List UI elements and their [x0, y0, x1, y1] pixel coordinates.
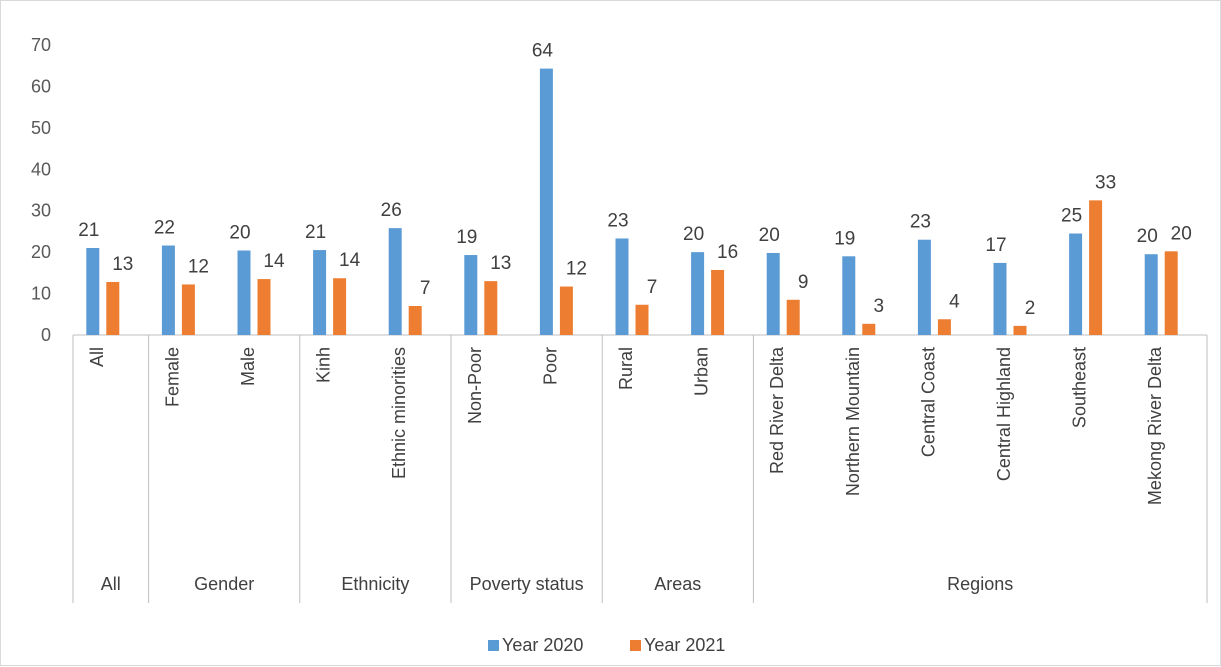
data-label-2020: 25	[1061, 206, 1082, 227]
category-label: Kinh	[314, 347, 334, 383]
data-label-2020: 21	[305, 222, 326, 243]
bar-year-2020	[313, 250, 327, 335]
y-tick-label: 60	[31, 76, 51, 96]
category-label: Female	[162, 347, 182, 407]
bar-year-2020	[388, 228, 402, 335]
bar-year-2020	[539, 68, 553, 335]
category-label: Central Coast	[918, 347, 938, 457]
bars-layer	[86, 68, 1178, 335]
data-label-2020: 17	[985, 235, 1006, 256]
data-label-2020: 19	[834, 228, 855, 249]
category-label: Central Highland	[994, 347, 1014, 481]
category-label: Urban	[692, 347, 712, 396]
bar-year-2021	[635, 304, 649, 335]
bar-year-2021	[711, 269, 725, 335]
data-label-2021: 7	[647, 277, 658, 298]
y-tick-label: 0	[41, 325, 51, 345]
data-label-2020: 23	[910, 212, 931, 233]
bar-year-2021	[862, 323, 876, 335]
y-tick-label: 50	[31, 118, 51, 138]
data-label-2020: 20	[683, 224, 704, 245]
bar-year-2021	[257, 279, 271, 335]
bar-year-2020	[464, 255, 478, 335]
category-label: Male	[238, 347, 258, 386]
bar-year-2021	[333, 278, 347, 335]
data-label-2021: 7	[420, 278, 431, 299]
data-label-2021: 33	[1095, 172, 1116, 193]
bar-year-2020	[691, 252, 705, 335]
legend: Year 2020 Year 2021	[488, 635, 725, 655]
y-tick-label: 10	[31, 284, 51, 304]
legend-swatch	[630, 640, 641, 651]
data-label-2020: 21	[78, 220, 99, 241]
category-label: All	[87, 347, 107, 367]
bar-year-2020	[766, 252, 780, 335]
group-label: Ethnicity	[341, 574, 409, 594]
data-label-2020: 64	[532, 41, 554, 62]
data-label-2020: 23	[607, 210, 628, 231]
bar-year-2020	[842, 256, 856, 335]
data-label-2020: 20	[229, 222, 250, 243]
bar-year-2021	[106, 281, 120, 335]
bar-year-2021	[559, 286, 573, 335]
bar-year-2021	[1089, 200, 1103, 335]
bar-year-2021	[1164, 251, 1178, 335]
bar-year-2021	[181, 284, 195, 335]
bar-year-2020	[993, 262, 1007, 335]
data-label-2021: 16	[717, 242, 738, 263]
category-label: Red River Delta	[767, 346, 787, 474]
data-label-2020: 26	[381, 200, 402, 221]
bar-year-2020	[615, 238, 629, 335]
bar-year-2021	[1013, 325, 1027, 335]
data-label-2021: 2	[1025, 298, 1036, 319]
data-label-2021: 4	[949, 291, 960, 312]
data-label-2021: 9	[798, 272, 809, 293]
category-label: Mekong River Delta	[1145, 346, 1165, 505]
data-label-2020: 20	[759, 225, 780, 246]
data-label-2021: 12	[188, 256, 209, 277]
bar-year-2020	[237, 250, 251, 335]
bar-year-2020	[161, 245, 175, 335]
category-label: Non-Poor	[465, 347, 485, 424]
legend-swatch	[488, 640, 499, 651]
category-label: Poor	[540, 347, 560, 385]
group-label: All	[101, 574, 121, 594]
bar-year-2021	[786, 299, 800, 335]
bar-year-2020	[1144, 254, 1158, 335]
data-label-2020: 19	[456, 227, 477, 248]
data-label-2021: 14	[263, 251, 285, 272]
bar-year-2020	[917, 239, 931, 335]
category-label: Ethnic minorities	[389, 347, 409, 479]
data-label-2021: 13	[490, 253, 511, 274]
group-label: Gender	[194, 574, 254, 594]
category-label: Southeast	[1070, 347, 1090, 428]
y-tick-label: 30	[31, 201, 51, 221]
category-label: Northern Mountain	[843, 347, 863, 496]
legend-label: Year 2021	[644, 635, 725, 655]
labels-layer: 2113221220142114267191364122372016209193…	[78, 41, 1192, 319]
y-tick-label: 20	[31, 242, 51, 262]
data-label-2020: 20	[1137, 226, 1158, 247]
bar-year-2020	[1069, 233, 1083, 335]
group-label: Areas	[654, 574, 701, 594]
legend-label: Year 2020	[502, 635, 583, 655]
data-label-2021: 13	[112, 254, 133, 275]
bar-year-2021	[937, 319, 951, 335]
y-tick-label: 70	[31, 35, 51, 55]
group-label: Regions	[947, 574, 1013, 594]
y-tick-label: 40	[31, 159, 51, 179]
category-label: Rural	[616, 347, 636, 390]
bar-year-2021	[408, 306, 422, 335]
data-label-2020: 22	[154, 218, 175, 239]
data-label-2021: 20	[1171, 223, 1192, 244]
data-label-2021: 3	[874, 296, 885, 317]
bar-year-2021	[484, 281, 498, 335]
data-label-2021: 12	[566, 259, 587, 280]
data-label-2021: 14	[339, 250, 361, 271]
bar-year-2020	[86, 248, 100, 335]
group-label: Poverty status	[470, 574, 584, 594]
